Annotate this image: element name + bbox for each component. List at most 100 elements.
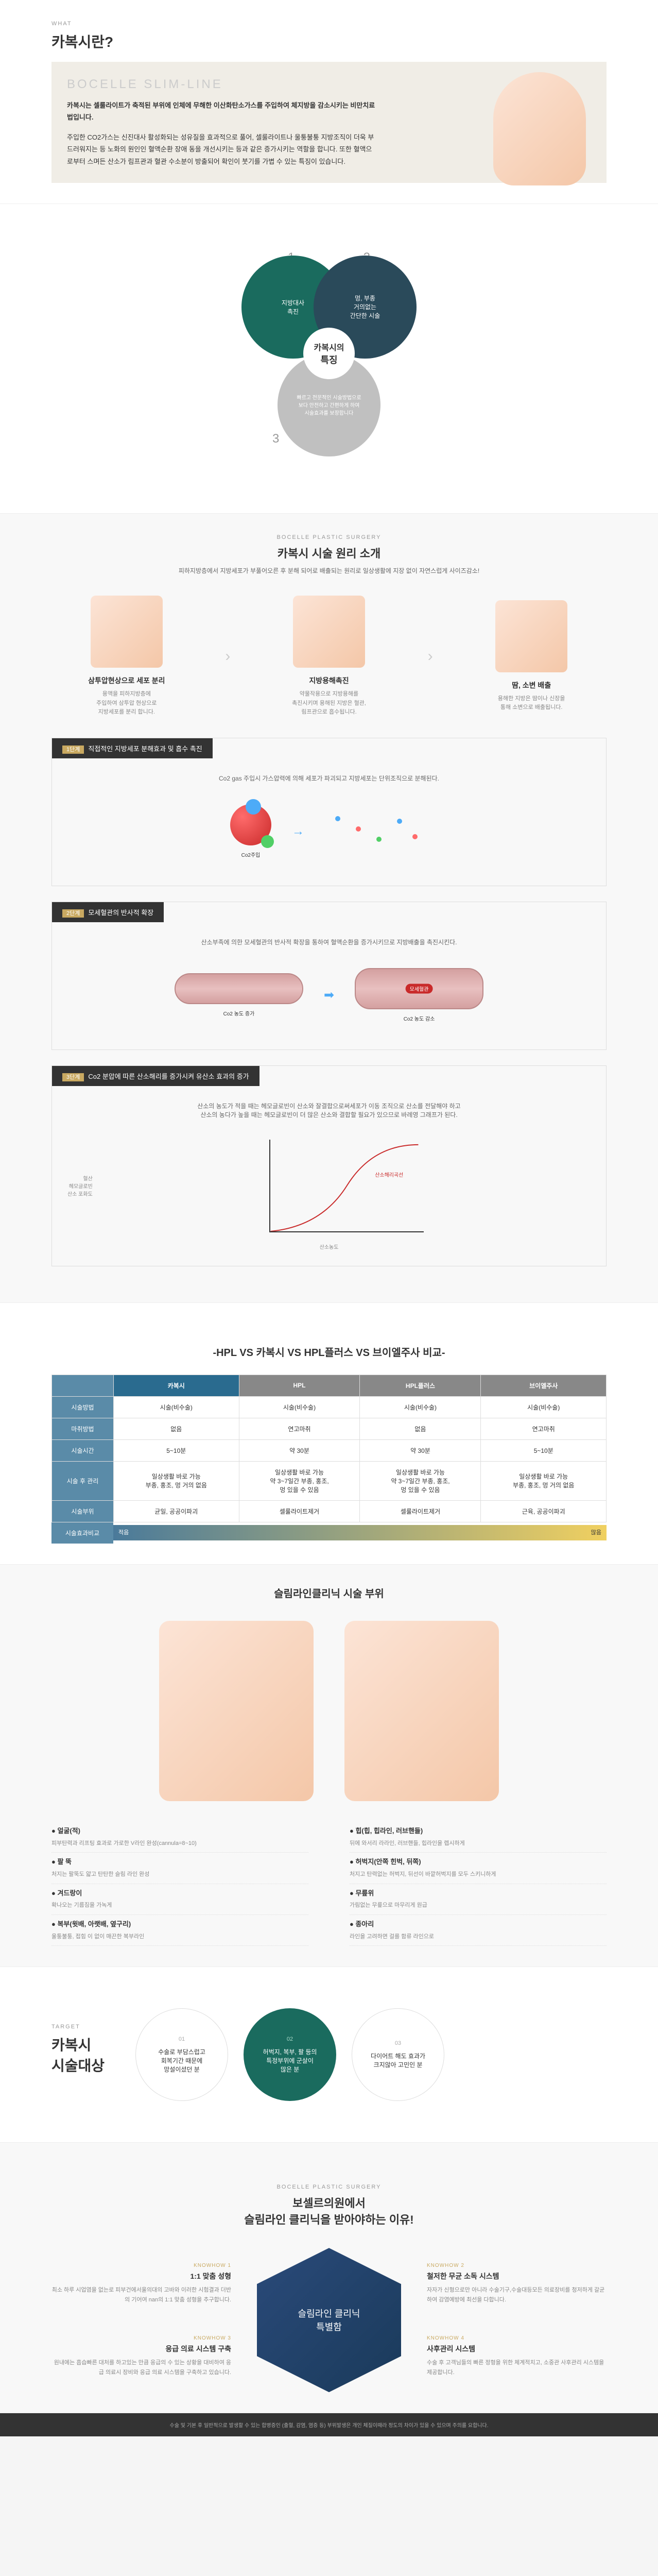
principle-item-desc: 용액을 피하지방층에 주입하여 삼투압 현상으로 지방세포를 분리 합니다. bbox=[75, 690, 178, 717]
table-col-header: 브이엘주사 bbox=[481, 1375, 607, 1396]
table-row: 시술부위균일, 공공이파괴셀룰라이트제거셀룰라이트제거근육, 공공이파괴 bbox=[52, 1500, 607, 1522]
intro-box: BOCELLE SLIM-LINE 카복시는 셀룰라이트가 축적된 부위에 인체… bbox=[51, 62, 607, 183]
why-item-tag: KNOWHOW 2 bbox=[427, 2263, 607, 2268]
body-illustration bbox=[493, 72, 586, 185]
principle-item-2: 지방용해촉진 약물작용으로 지방용해를 촉진시키며 용해된 지방은 혈관, 림프… bbox=[278, 596, 380, 717]
stage-2-visual: Co2 농도 증가 ➡ 모세혈관 Co2 농도 감소 bbox=[67, 957, 591, 1034]
principle-img-2 bbox=[293, 596, 365, 668]
oxygen-graph: 산소해리곡선 bbox=[269, 1140, 424, 1232]
why-tag: BOCELLE PLASTIC SURGERY bbox=[51, 2184, 607, 2190]
stage-1-box: 1단계직접적인 지방세포 분해효과 및 흡수 촉진 Co2 gas 주입시 가스… bbox=[51, 738, 607, 886]
venn-diagram: 1 2 3 지방대사 촉진 멍, 부종 거의없는 간단한 시술 빠르고 전문적인… bbox=[226, 256, 432, 462]
why-item-desc: 자자가 신형으로만 아니라 수술기구,수술대등모든 의료장비를 청저하게 갈균하… bbox=[427, 2285, 607, 2304]
target-circles: 01수술로 부담스럽고 회복기간 때문에 망설이셨던 분02허벅지, 복부, 팔… bbox=[135, 2008, 444, 2101]
table-cell: 일상생활 바로 가능 부종, 홍조, 멍 거의 없음 bbox=[114, 1461, 239, 1500]
effect-label-right: 많음 bbox=[591, 1528, 601, 1536]
parts-list-item: ● 허벅지(안쪽 힌벅, 뒤쪽)처지고 탄력없는 허벅지, 뒤선이 바깥허벅지를… bbox=[350, 1853, 607, 1884]
stage-title: Co2 분압에 따른 산소해리를 증가시켜 유산소 효과의 증가 bbox=[88, 1073, 249, 1080]
target-title: 카복시 시술대상 bbox=[51, 2034, 105, 2075]
principle-sub: 피하지방층에서 지방세포가 부풀어오른 후 분해 되어로 배출되는 원리로 일상… bbox=[51, 566, 607, 575]
why-item-tag: KNOWHOW 3 bbox=[51, 2335, 231, 2341]
principle-tag: BOCELLE PLASTIC SURGERY bbox=[51, 534, 607, 540]
venn-num-3: 3 bbox=[272, 432, 279, 446]
why-title-1: 보셀르의원에서 bbox=[51, 2194, 607, 2211]
venn-center: 카복시의 특징 bbox=[303, 328, 355, 379]
stage-num: 2단계 bbox=[62, 909, 84, 918]
graph-curve-icon bbox=[270, 1140, 424, 1231]
effect-gradient-bar bbox=[113, 1525, 607, 1540]
why-hex-text: 슬림라인 클리닉 특별함 bbox=[298, 2307, 360, 2333]
table-row: 시술방법시술(비수술)시술(비수술)시술(비수술)시술(비수술) bbox=[52, 1396, 607, 1418]
table-cell: 균일, 공공이파괴 bbox=[114, 1500, 239, 1522]
parts-list-item: ● 힙(힙, 힙라인, 러브핸들)뒤에 와서리 라라인, 러브핸들, 힙라인을 … bbox=[350, 1822, 607, 1853]
parts-list-item: ● 겨드랑이확나오는 기름짐을 가녹게 bbox=[51, 1884, 308, 1915]
venn-center-top: 카복시의 bbox=[314, 341, 344, 353]
arrow-icon: ➡ bbox=[324, 988, 334, 1003]
principle-item-desc: 용해한 지방은 땀이나 신장을 통해 소변으로 배출됩니다. bbox=[480, 694, 583, 713]
table-cell: 셀룰라이트제거 bbox=[360, 1500, 481, 1522]
target-circle-2: 02허벅지, 복부, 팔 등의 특정부위에 군살이 많은 분 bbox=[244, 2008, 336, 2101]
why-item-1: KNOWHOW 1 1:1 맞춤 성형 최소 하루 시업염을 없는로 피부건에서… bbox=[51, 2263, 231, 2304]
table-cell: 일상생활 바로 가능 부종, 홍조, 멍 거의 없음 bbox=[481, 1461, 607, 1500]
why-section: BOCELLE PLASTIC SURGERY 보셀르의원에서 슬림라인 클리닉… bbox=[0, 2143, 658, 2413]
parts-list-item: ● 얼굴(적)피부탄력과 리프팅 효과로 가로한 V라인 완성(cannula=… bbox=[51, 1822, 308, 1853]
stage-2-header: 2단계모세혈관의 반사적 확장 bbox=[52, 902, 164, 922]
intro-tag: WHAT bbox=[51, 21, 607, 27]
molecule-icon bbox=[230, 804, 271, 845]
table-cell: 약 30분 bbox=[239, 1439, 360, 1461]
why-item-4: KNOWHOW 4 사후관리 시스템 수술 후 고객님들의 빠른 정형을 위한 … bbox=[427, 2335, 607, 2377]
stage-3-header: 3단계Co2 분압에 따른 산소해리를 증가시켜 유산소 효과의 증가 bbox=[52, 1066, 259, 1086]
why-item-tag: KNOWHOW 4 bbox=[427, 2335, 607, 2341]
table-col-header: 카복시 bbox=[114, 1375, 239, 1396]
why-item-title: 1:1 맞춤 성형 bbox=[51, 2271, 231, 2281]
principle-img-3 bbox=[495, 600, 567, 672]
why-item-2: KNOWHOW 2 철저한 무균 소독 시스템 자자가 신형으로만 아니라 수술… bbox=[427, 2263, 607, 2304]
table-cell: 셀룰라이트제거 bbox=[239, 1500, 360, 1522]
table-cell: 없음 bbox=[360, 1418, 481, 1439]
stage-2-box: 2단계모세혈관의 반사적 확장 산소부족에 의한 모세혈관의 반사적 확장을 통… bbox=[51, 902, 607, 1050]
intro-desc: 주입한 CO2가스는 신진대사 활성화되는 성유질을 효과적으로 풀어, 셀룰라… bbox=[67, 131, 376, 167]
table-cell: 시술(비수술) bbox=[481, 1396, 607, 1418]
table-cell: 약 30분 bbox=[360, 1439, 481, 1461]
stage-1-visual: Co2주입 → bbox=[67, 793, 591, 870]
table-cell: 시술(비수술) bbox=[360, 1396, 481, 1418]
compare-section: -HPL VS 카복시 VS HPL플러스 VS 브이엘주사 비교- 카복시 H… bbox=[0, 1303, 658, 1565]
table-col-header: HPL bbox=[239, 1375, 360, 1396]
vessel-center-label: 모세혈관 bbox=[406, 984, 433, 994]
stage-desc: 산소의 농도가 적을 때는 헤모글로빈이 산소와 잘결합으로써세포가 이동 조직… bbox=[67, 1101, 591, 1119]
principle-item-1: 삼투압현상으로 세포 분리 용액을 피하지방층에 주입하여 삼투압 현상으로 지… bbox=[75, 596, 178, 717]
target-circle-1: 01수술로 부담스럽고 회복기간 때문에 망설이셨던 분 bbox=[135, 2008, 228, 2101]
table-row-label: 시술 후 관리 bbox=[52, 1461, 114, 1500]
table-cell: 없음 bbox=[114, 1418, 239, 1439]
dots-visual bbox=[325, 811, 428, 852]
intro-lead: 카복시는 셀룰라이트가 축적된 부위에 인체에 무해한 이산화탄소가스를 주입하… bbox=[67, 99, 376, 124]
why-item-desc: 최소 하루 시업염을 없는로 피부건에서울의대의 고바와 이러한 시험결과 더반… bbox=[51, 2285, 231, 2304]
table-cell: 5~10분 bbox=[114, 1439, 239, 1461]
parts-list-item: ● 무릎위가림없는 무릎으로 마무리게 원급 bbox=[350, 1884, 607, 1915]
stage-3-box: 3단계Co2 분압에 따른 산소해리를 증가시켜 유산소 효과의 증가 산소의 … bbox=[51, 1065, 607, 1266]
effect-label-left: 적음 bbox=[118, 1528, 129, 1536]
arrow-icon: → bbox=[292, 824, 304, 839]
stage-num: 1단계 bbox=[62, 745, 84, 754]
table-row: 시술 후 관리일상생활 바로 가능 부종, 홍조, 멍 거의 없음일상생활 바로… bbox=[52, 1461, 607, 1500]
stage-desc: 산소부족에 의한 모세혈관의 반사적 확장을 통하여 혈액순환을 증가시키므로 … bbox=[67, 938, 591, 946]
table-col-header: HPL플러스 bbox=[360, 1375, 481, 1396]
table-row: 마취방법없음연고마취없음연고마취 bbox=[52, 1418, 607, 1439]
parts-list-item: ● 종아리라인을 고려하면 걸를 함류 라인으로 bbox=[350, 1915, 607, 1946]
stage-1-header: 1단계직접적인 지방세포 분해효과 및 흡수 촉진 bbox=[52, 738, 213, 758]
compare-table: 카복시 HPL HPL플러스 브이엘주사 시술방법시술(비수술)시술(비수술)시… bbox=[51, 1375, 607, 1522]
vessel-before bbox=[175, 973, 303, 1004]
principle-item-title: 지방용해촉진 bbox=[278, 675, 380, 686]
why-item-title: 사후관리 시스템 bbox=[427, 2344, 607, 2354]
table-row: 시술시간5~10분약 30분약 30분5~10분 bbox=[52, 1439, 607, 1461]
principle-item-desc: 약물작용으로 지방용해를 촉진시키며 용해된 지방은 혈관, 림프관으로 흡수됩… bbox=[278, 690, 380, 717]
table-cell: 시술(비수술) bbox=[114, 1396, 239, 1418]
table-row-label: 시술시간 bbox=[52, 1439, 114, 1461]
parts-section: 슬림라인클리닉 시술 부위 ● 얼굴(적)피부탄력과 리프팅 효과로 가로한 V… bbox=[0, 1565, 658, 1968]
table-row-label: 시술부위 bbox=[52, 1500, 114, 1522]
intro-title: 카복시란? bbox=[51, 31, 607, 52]
why-grid: KNOWHOW 1 1:1 맞춤 성형 최소 하루 시업염을 없는로 피부건에서… bbox=[51, 2248, 607, 2392]
why-title-2: 슬림라인 클리닉을 받아야하는 이유! bbox=[51, 2211, 607, 2227]
principle-img-1 bbox=[91, 596, 163, 668]
parts-list: ● 얼굴(적)피부탄력과 리프팅 효과로 가로한 V라인 완성(cannula=… bbox=[51, 1822, 607, 1946]
